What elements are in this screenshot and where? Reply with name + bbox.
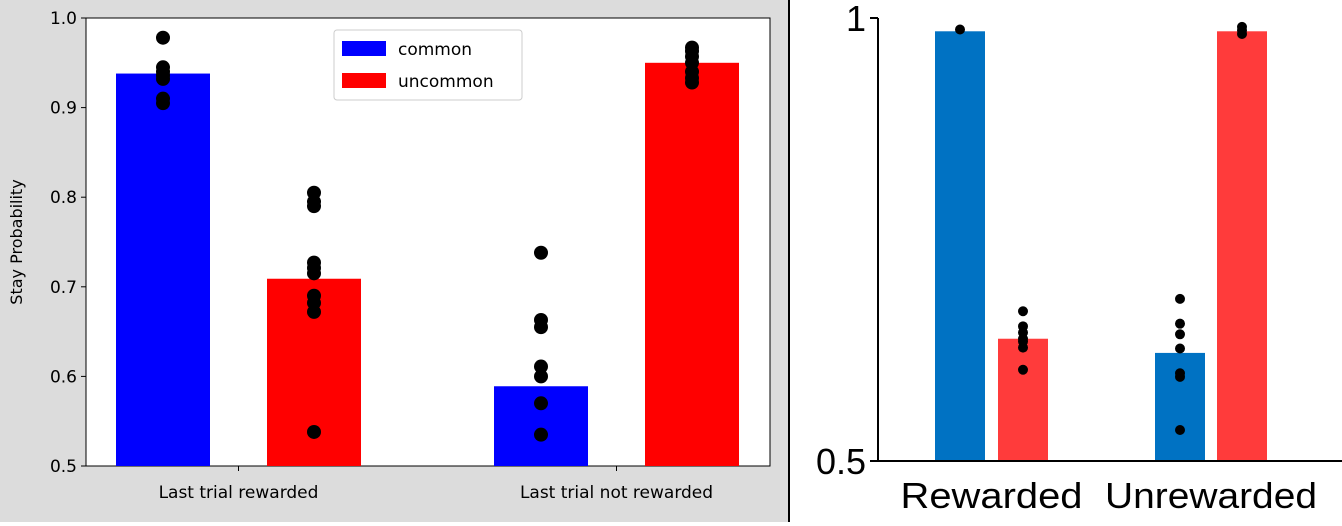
x-tick-label: Last trial rewarded [159, 483, 319, 503]
y-tick-label: 0.9 [50, 99, 77, 119]
x-tick-label: Rewarded [901, 475, 1083, 516]
data-point-series1-0-5 [1018, 342, 1028, 353]
legend-label-common: common [398, 40, 472, 60]
data-point-common-1-4 [534, 369, 548, 384]
right-chart: 0.51 Rewarded Unrewarded [816, 0, 1342, 516]
data-point-series0-1-3 [1175, 343, 1185, 354]
panel-divider [788, 0, 790, 522]
x-ticks-group: Last trial rewarded Last trial not reward… [159, 466, 713, 503]
y-ticks-group: 0.5 0.6 0.7 0.8 0.9 1.0 [50, 9, 86, 477]
y-tick-label: 1.0 [50, 9, 77, 29]
bar-series1-0 [998, 338, 1048, 461]
data-point-series0-1-2 [1175, 329, 1185, 340]
data-point-series1-1-2 [1237, 28, 1247, 39]
bar-common-0 [116, 73, 210, 466]
data-point-uncommon-1-6 [685, 75, 699, 90]
y-tick-label: 0.6 [50, 367, 77, 387]
bars-group [935, 31, 1267, 461]
data-point-common-1-3 [534, 359, 548, 374]
data-point-uncommon-0-9 [307, 424, 321, 439]
bar-uncommon-1 [645, 62, 739, 467]
data-point-series0-0-0 [955, 24, 965, 35]
data-point-common-1-5 [534, 396, 548, 411]
data-point-uncommon-0-8 [307, 304, 321, 319]
points-group [955, 21, 1247, 435]
y-ticks-group: 0.51 [816, 0, 878, 482]
y-tick-label: 0.7 [50, 278, 77, 298]
y-tick-label: 0.5 [50, 457, 77, 477]
legend: common uncommon [333, 29, 523, 101]
left-chart: 0.50.60.70.80.91.0 Last trial rewarded La… [7, 9, 771, 503]
legend-swatch-uncommon [342, 73, 386, 88]
y-tick-label: 0.8 [50, 188, 77, 208]
left-chart-panel: 0.5 0.6 0.7 0.8 0.9 1.0 Last trial rewarded La… [0, 0, 788, 522]
data-point-series1-0-6 [1018, 364, 1028, 375]
data-point-common-1-0 [534, 245, 548, 260]
legend-swatch-common [342, 41, 386, 56]
data-point-common-0-4 [156, 71, 170, 86]
x-tick-label: Unrewarded [1105, 475, 1317, 516]
data-point-common-1-6 [534, 427, 548, 442]
data-point-series0-1-5 [1175, 371, 1185, 382]
data-point-uncommon-0-5 [307, 266, 321, 281]
right-chart-panel: 0.5 1 Rewarded Unrewarded [790, 0, 1342, 522]
y-tick-label: 1 [846, 0, 866, 39]
bars-group [116, 62, 739, 467]
data-point-series0-1-1 [1175, 318, 1185, 329]
data-point-uncommon-0-2 [307, 199, 321, 214]
y-tick-label: 0.5 [816, 441, 866, 482]
x-tick-label: Last trial not rewarded [520, 483, 713, 503]
data-point-common-1-2 [534, 320, 548, 335]
data-point-series1-0-0 [1018, 306, 1028, 317]
points-group [156, 30, 699, 442]
bar-series1-1 [1217, 31, 1267, 461]
legend-label-uncommon: uncommon [398, 72, 494, 92]
y-axis-label: Stay Probability [7, 179, 26, 304]
x-ticks-group: Rewarded Unrewarded [901, 475, 1318, 516]
data-point-series0-1-6 [1175, 424, 1185, 435]
data-point-common-0-0 [156, 30, 170, 45]
data-point-series0-1-0 [1175, 293, 1185, 304]
data-point-common-0-6 [156, 96, 170, 111]
bar-series0-0 [935, 31, 985, 461]
